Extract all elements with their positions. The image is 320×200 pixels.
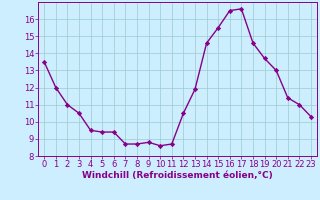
X-axis label: Windchill (Refroidissement éolien,°C): Windchill (Refroidissement éolien,°C): [82, 171, 273, 180]
